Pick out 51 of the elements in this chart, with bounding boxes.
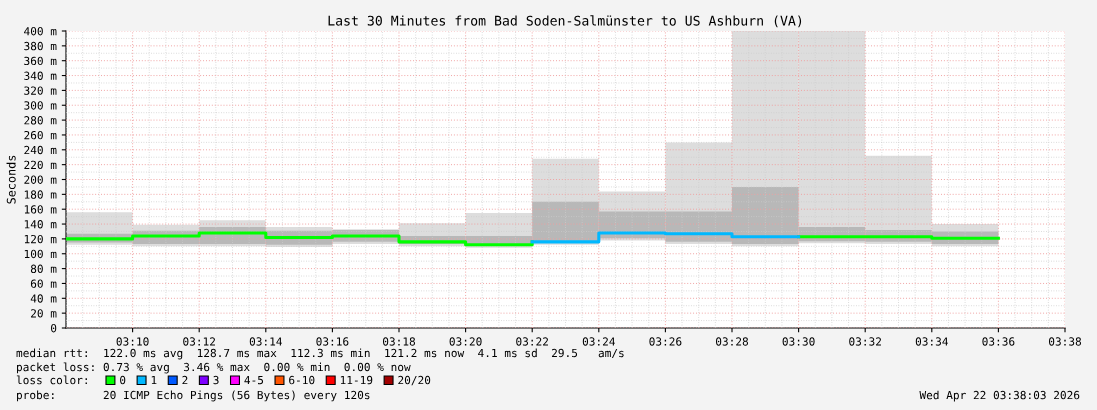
y-tick-label: 100 m bbox=[24, 249, 57, 259]
x-tick-label: 03:24 bbox=[582, 337, 615, 346]
y-axis-title: Seconds bbox=[6, 155, 16, 204]
legend-label: 1 bbox=[151, 375, 157, 385]
x-tick-label: 03:38 bbox=[1049, 337, 1082, 346]
x-tick-label: 03:34 bbox=[915, 337, 948, 346]
chart-title: Last 30 Minutes from Bad Soden-Salmünster to US Ashburn (VA) bbox=[328, 15, 802, 28]
legend-label: 11-19 bbox=[340, 375, 373, 385]
y-tick-label: 180 m bbox=[24, 190, 57, 199]
x-tick-label: 03:28 bbox=[716, 337, 749, 346]
x-tick-label: 03:20 bbox=[449, 337, 482, 346]
x-tick-label: 03:36 bbox=[982, 337, 1015, 346]
legend-title: loss color: bbox=[16, 375, 87, 385]
legend-label: 20/20 bbox=[398, 375, 431, 386]
y-tick-label: 220 m bbox=[24, 160, 57, 170]
x-tick-label: 03:14 bbox=[249, 337, 282, 346]
y-tick-label: 160 m bbox=[24, 205, 57, 214]
y-tick-label: 60 m bbox=[30, 279, 57, 288]
x-tick-label: 03:22 bbox=[516, 337, 548, 346]
legend-label: 6-10 bbox=[289, 375, 315, 385]
x-tick-label: 03:26 bbox=[649, 337, 682, 346]
y-tick-label: 400 m bbox=[24, 27, 57, 36]
x-tick-label: 03:30 bbox=[782, 337, 815, 346]
legend-label: 3 bbox=[213, 375, 219, 385]
y-tick-label: 300 m bbox=[24, 101, 57, 110]
text: probe: 20 ICMP Echo Pings (56 Bytes) every 120s bbox=[17, 390, 370, 402]
x-tick-label: 03:12 bbox=[183, 337, 215, 346]
x-tick-label: 03:10 bbox=[116, 337, 149, 346]
y-tick-label: 200 m bbox=[24, 175, 57, 184]
y-tick-label: 120 m bbox=[24, 234, 57, 244]
text: median rtt: 122.0 ms avg 128.7 ms max 112.3 ms min 121.2 ms now 4.1 ms sd 29.5 am/s bbox=[16, 348, 624, 360]
y-tick-label: 340 m bbox=[24, 71, 57, 80]
y-tick-label: 320 m bbox=[24, 86, 57, 95]
legend-label: 2 bbox=[182, 375, 188, 385]
legend-label: 0 bbox=[120, 375, 126, 385]
x-tick-label: 03:32 bbox=[849, 337, 881, 346]
text: Wed Apr 22 03:38:03 2026 bbox=[919, 390, 1080, 402]
x-tick-label: 03:18 bbox=[383, 337, 416, 346]
y-tick-label: 260 m bbox=[24, 130, 57, 140]
y-tick-label: 20 m bbox=[31, 309, 57, 318]
legend-label: 4-5 bbox=[244, 375, 264, 385]
y-tick-label: 0 bbox=[51, 324, 57, 333]
y-tick-label: 140 m bbox=[24, 220, 57, 229]
y-tick-label: 280 m bbox=[24, 116, 57, 125]
y-tick-label: 240 m bbox=[24, 145, 57, 155]
y-tick-label: 360 m bbox=[24, 56, 57, 66]
text: packet loss: 0.73 % avg 3.46 % max 0.00 % min 0.00 % now bbox=[17, 362, 411, 374]
y-tick-label: 380 m bbox=[24, 41, 57, 51]
x-tick-label: 03:16 bbox=[316, 337, 349, 346]
y-tick-label: 80 m bbox=[30, 264, 57, 274]
y-tick-label: 40 m bbox=[30, 294, 57, 303]
